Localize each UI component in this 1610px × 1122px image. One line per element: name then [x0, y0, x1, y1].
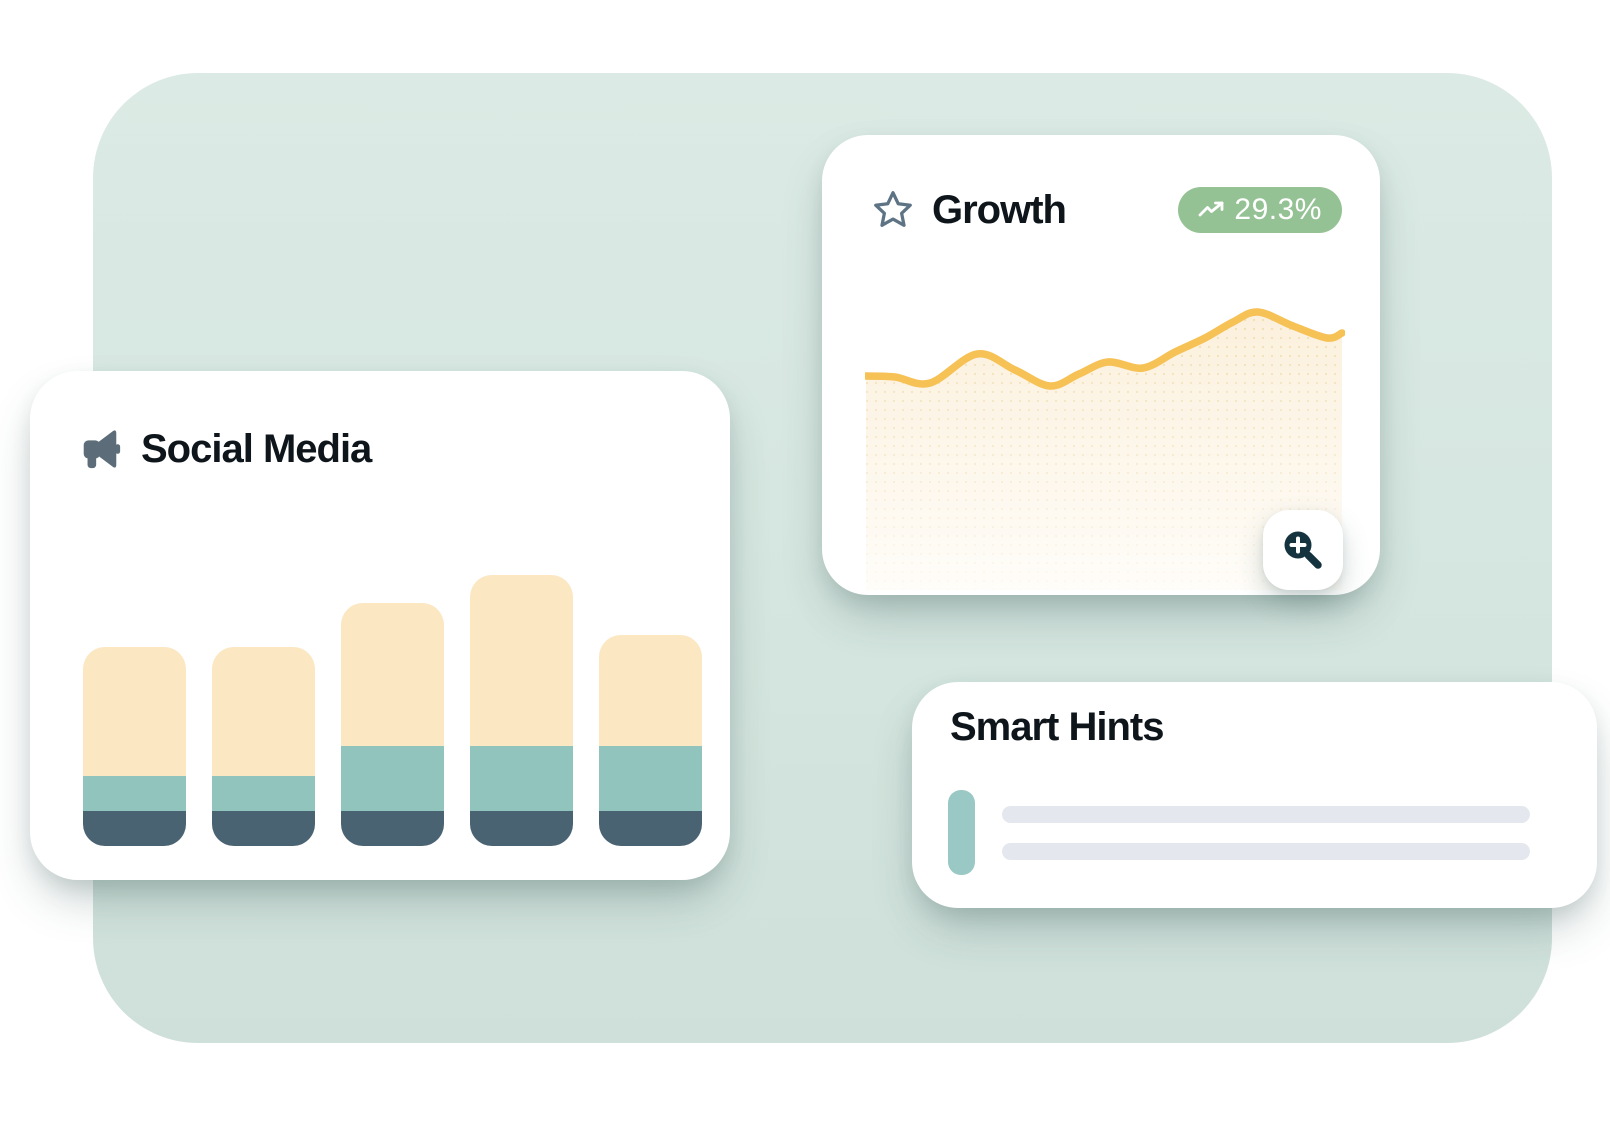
bar-segment-base — [83, 811, 186, 846]
bar-segment-base — [341, 811, 444, 846]
bar-bar1 — [83, 647, 186, 846]
growth-badge: 29.3% — [1178, 187, 1342, 233]
bar-bar4 — [470, 575, 573, 846]
bar-bar2 — [212, 647, 315, 846]
social-media-header: Social Media — [77, 426, 372, 472]
growth-area-dots — [866, 311, 1342, 590]
bar-segment-middle — [212, 776, 315, 811]
bar-segment-top — [341, 603, 444, 746]
bar-segment-middle — [341, 746, 444, 811]
zoom-in-button[interactable] — [1263, 510, 1343, 590]
bar-segment-middle — [83, 776, 186, 811]
bar-bar3 — [341, 603, 444, 846]
social-media-title: Social Media — [141, 427, 372, 471]
megaphone-icon — [77, 426, 123, 472]
growth-header: Growth 29.3% — [870, 187, 1342, 233]
bar-segment-top — [599, 635, 702, 746]
bar-bar5 — [599, 635, 702, 846]
bar-segment-top — [83, 647, 186, 776]
social-media-bar-chart — [83, 575, 702, 846]
bar-segment-base — [599, 811, 702, 846]
trending-up-icon — [1198, 200, 1225, 220]
growth-title: Growth — [932, 188, 1067, 232]
hint-marker-pill — [948, 790, 975, 875]
bar-segment-top — [470, 575, 573, 746]
growth-card: Growth 29.3% — [822, 135, 1380, 595]
bar-segment-base — [470, 811, 573, 846]
social-media-card: Social Media — [30, 371, 730, 880]
hint-placeholder-line — [1002, 843, 1530, 860]
bar-segment-middle — [470, 746, 573, 811]
smart-hints-card: Smart Hints — [912, 682, 1597, 908]
bar-segment-top — [212, 647, 315, 776]
star-icon — [870, 187, 916, 233]
growth-line-chart — [865, 308, 1345, 590]
growth-badge-value: 29.3% — [1234, 193, 1322, 226]
growth-line — [865, 308, 1345, 390]
smart-hints-title: Smart Hints — [950, 705, 1164, 749]
hint-placeholder-line — [1002, 806, 1530, 823]
bar-segment-middle — [599, 746, 702, 811]
bar-segment-base — [212, 811, 315, 846]
zoom-in-icon — [1279, 526, 1327, 574]
